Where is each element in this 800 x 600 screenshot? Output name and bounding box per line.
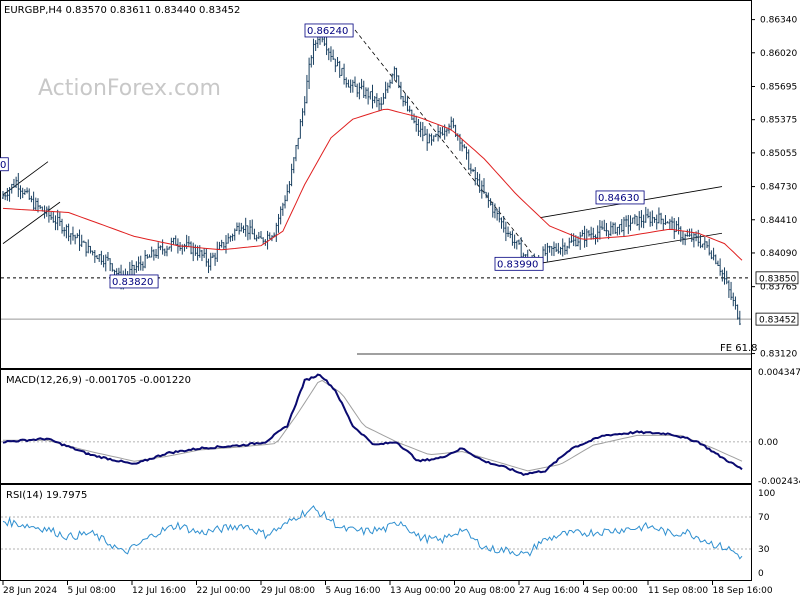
axis-price-label: 0.83850 xyxy=(759,274,796,284)
y-tick-label: 0.86340 xyxy=(760,16,797,26)
price-label-box xyxy=(304,23,354,38)
macd-tick-label: 0.004347 xyxy=(758,368,800,378)
y-tick-label: 0.83765 xyxy=(760,283,797,293)
rsi-tick-label: 30 xyxy=(758,545,770,555)
y-tick-label: 0.84730 xyxy=(760,183,797,193)
macd-panel xyxy=(1,373,751,477)
macd-line xyxy=(2,373,743,477)
price-label-box xyxy=(109,274,159,289)
rsi-title: RSI(14) 19.7975 xyxy=(6,490,87,501)
y-tick-label: 0.85695 xyxy=(760,82,797,92)
x-tick-label: 18 Sep 16:00 xyxy=(713,586,773,596)
main-panel-frame xyxy=(0,0,752,369)
x-tick-label: 12 Jul 16:00 xyxy=(132,586,186,596)
x-tick-label: 20 Aug 08:00 xyxy=(455,586,516,596)
y-tick-label: 0.86020 xyxy=(760,49,797,59)
rsi-panel xyxy=(1,505,751,560)
x-tick-label: 22 Jul 00:00 xyxy=(197,586,251,596)
main-panel: 0.86240 0.84630 0.83990 0.83820 0 xyxy=(0,23,751,355)
moving-average-line xyxy=(2,108,743,261)
x-tick-label: 5 Aug 16:00 xyxy=(326,586,381,596)
x-tick-label: 5 Jul 08:00 xyxy=(68,586,117,596)
macd-tick-label: 0.00 xyxy=(758,438,778,448)
axes: 0.86340 0.86020 0.85695 0.85375 0.85055 0.847… xyxy=(2,16,800,596)
x-tick-label: 29 Jul 08:00 xyxy=(261,586,315,596)
macd-tick-label: -0.002434 xyxy=(758,477,800,487)
symbol-line: EURGBP,H4 0.83570 0.83611 0.83440 0.8345… xyxy=(4,5,240,16)
x-tick-label: 11 Sep 08:00 xyxy=(648,586,708,596)
trendline-left-lower xyxy=(2,201,61,244)
price-label: 0 xyxy=(0,160,6,171)
price-label: 0.84630 xyxy=(598,193,639,204)
x-tick-label: 27 Aug 16:00 xyxy=(519,586,580,596)
price-label: 0.83990 xyxy=(497,259,538,270)
x-tick-label: 28 Jun 2024 xyxy=(3,586,57,596)
axis-price-box xyxy=(755,312,799,326)
price-label-box xyxy=(494,256,544,271)
price-label-box xyxy=(0,157,9,172)
rsi-panel-frame xyxy=(0,484,752,581)
axis-price-label: 0.83452 xyxy=(759,316,796,326)
y-tick-label: 0.84410 xyxy=(760,216,797,226)
y-tick-label: 0.85055 xyxy=(760,149,797,159)
x-tick-label: 13 Aug 00:00 xyxy=(390,586,451,596)
axis-price-box xyxy=(755,271,799,285)
y-tick-label: 0.84090 xyxy=(760,249,797,259)
price-label: 0.83820 xyxy=(112,277,153,288)
rsi-tick-label: 0 xyxy=(758,569,764,579)
rsi-tick-label: 100 xyxy=(758,489,775,499)
price-label: 0.86240 xyxy=(307,26,348,37)
x-tick-label: 4 Sep 00:00 xyxy=(584,586,639,596)
rsi-tick-label: 70 xyxy=(758,513,770,523)
y-tick-label: 0.83120 xyxy=(760,350,797,360)
macd-signal-line xyxy=(3,379,743,472)
fib-line xyxy=(354,29,541,264)
macd-panel-frame xyxy=(0,369,752,484)
rsi-line xyxy=(2,505,743,560)
macd-title: MACD(12,26,9) -0.001705 -0.001220 xyxy=(6,375,191,386)
watermark: ActionForex.com xyxy=(38,76,221,101)
fe-label: FE 61.8 xyxy=(720,343,758,354)
price-label-box xyxy=(595,190,645,205)
y-tick-label: 0.85375 xyxy=(760,116,797,126)
